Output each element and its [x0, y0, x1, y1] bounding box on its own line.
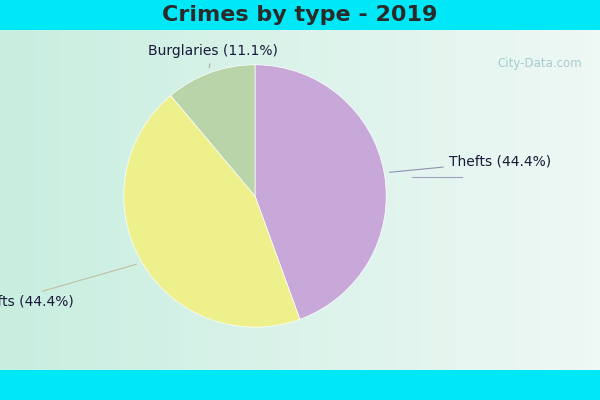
Text: Thefts (44.4%): Thefts (44.4%)	[389, 154, 551, 172]
Text: Crimes by type - 2019: Crimes by type - 2019	[163, 5, 437, 25]
Wedge shape	[124, 96, 300, 327]
Text: City-Data.com: City-Data.com	[497, 57, 582, 70]
Text: Burglaries (11.1%): Burglaries (11.1%)	[148, 44, 278, 68]
Wedge shape	[255, 65, 386, 319]
Text: Auto thefts (44.4%): Auto thefts (44.4%)	[0, 264, 137, 309]
Wedge shape	[170, 65, 255, 196]
